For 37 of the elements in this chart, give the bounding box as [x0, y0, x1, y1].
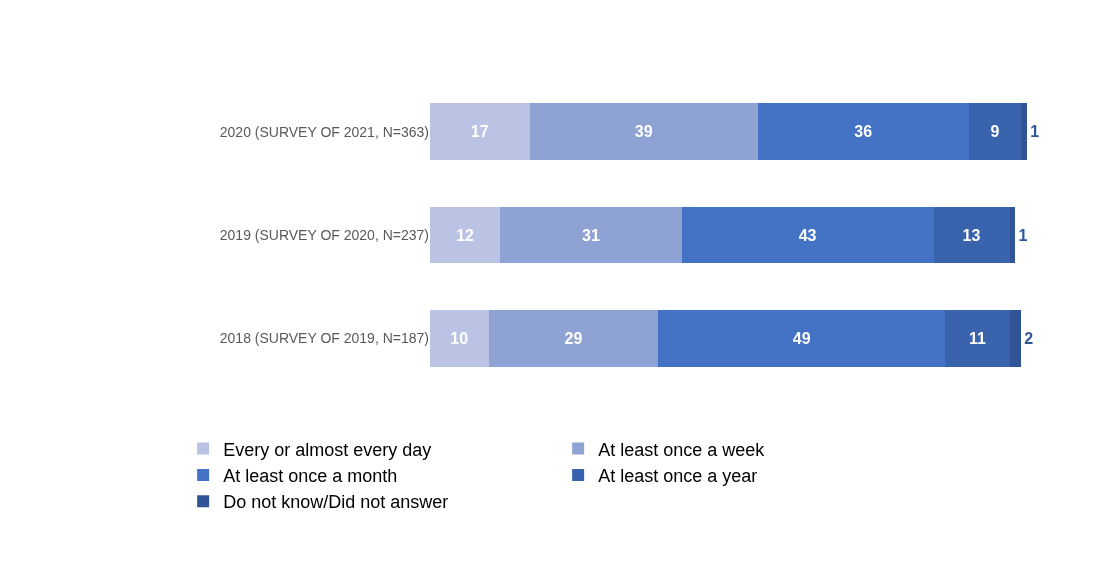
- bar: [681, 206, 934, 264]
- data-label: 17: [470, 123, 489, 141]
- data-label: 2: [1024, 329, 1034, 347]
- bar: [430, 206, 501, 264]
- data-label: 43: [798, 226, 817, 244]
- data-label: 1: [1018, 226, 1028, 244]
- bar: [430, 309, 489, 367]
- y-tick-label: 2019 (SURVEY OF 2020, N=237): [219, 226, 429, 243]
- data-label: 11: [968, 329, 986, 347]
- data-label: 1: [1030, 123, 1040, 141]
- bar: [968, 103, 1022, 161]
- data-label: 31: [582, 226, 600, 244]
- legend-label: At least once a week: [598, 439, 766, 460]
- bar: [488, 309, 659, 367]
- data-label: 9: [990, 123, 1000, 141]
- legend-label: Every or almost every day: [223, 439, 432, 460]
- bar: [430, 103, 530, 161]
- y-tick-label: 2020 (SURVEY OF 2021, N=363): [219, 123, 429, 140]
- data-label: 49: [792, 329, 811, 347]
- bar: [757, 103, 969, 161]
- data-label: 29: [564, 329, 583, 347]
- legend-label: At least once a year: [598, 465, 758, 486]
- bar: [1021, 103, 1028, 161]
- data-label: 39: [634, 123, 653, 141]
- bar: [529, 103, 758, 161]
- bar: [1009, 309, 1022, 367]
- bar: [945, 309, 1010, 367]
- data-label: 10: [450, 329, 469, 347]
- bar: [500, 206, 682, 264]
- bar: [658, 309, 946, 367]
- legend-label: Do not know/Did not answer: [223, 492, 449, 513]
- legend-label: At least once a month: [223, 465, 398, 486]
- y-tick-label: 2018 (SURVEY OF 2019, N=187): [219, 330, 429, 347]
- data-label: 13: [962, 226, 981, 244]
- data-label: 12: [456, 226, 475, 244]
- bar: [933, 206, 1010, 264]
- data-label: 36: [854, 123, 873, 141]
